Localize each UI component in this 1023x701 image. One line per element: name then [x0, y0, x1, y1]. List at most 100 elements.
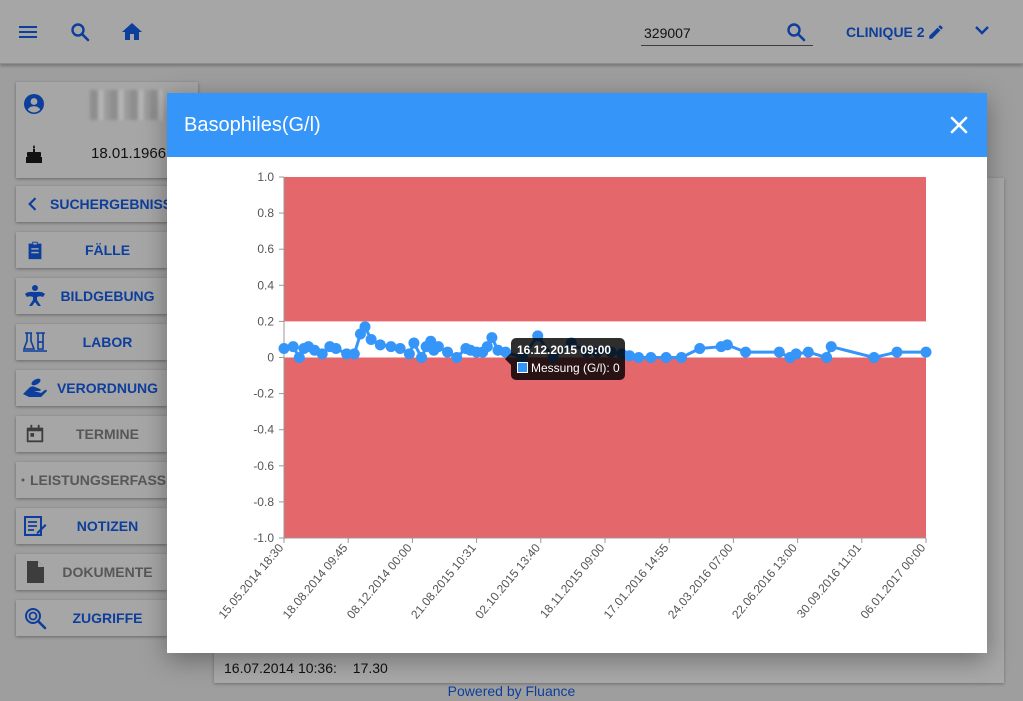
home-icon[interactable]: [120, 20, 144, 44]
x-tick-label: 17.01.2016 14:55: [601, 541, 672, 622]
dialog-header: Basophiles(G/l): [167, 93, 987, 157]
data-point: [316, 348, 328, 360]
y-tick-label: 0.4: [257, 278, 274, 292]
x-tick-label: 08.12.2014 00:00: [344, 541, 415, 622]
data-point: [825, 341, 837, 353]
nav-dokumente-button[interactable]: DOKUMENTE: [16, 554, 167, 590]
y-tick-label: -0.6: [253, 459, 274, 473]
data-point: [293, 352, 305, 363]
account-circle-icon: [22, 92, 46, 121]
data-point: [341, 348, 353, 360]
small-dot-icon: [16, 477, 30, 483]
x-tick-label: 24.03.2016 07:00: [665, 541, 736, 622]
birth-date: 18.01.1966: [91, 145, 167, 162]
data-point: [694, 342, 706, 354]
tooltip-series-swatch: [517, 362, 528, 373]
data-point: [287, 341, 299, 353]
out-of-range-band-lower: [284, 357, 926, 538]
nav-faelle-button[interactable]: FÄLLE: [16, 232, 167, 268]
chevron-down-icon[interactable]: [970, 18, 994, 42]
nav-bildgebung-button[interactable]: BILDGEBUNG: [16, 278, 167, 314]
nav-label: FÄLLE: [84, 242, 131, 258]
close-icon[interactable]: [947, 113, 971, 137]
nav-label: SUCHERGEBNISSE: [50, 196, 182, 212]
data-point: [633, 352, 645, 363]
out-of-range-band-upper: [284, 177, 926, 322]
nav-notizen-button[interactable]: NOTIZEN: [16, 508, 167, 544]
patient-search-input[interactable]: [644, 22, 774, 44]
nav-label: BILDGEBUNG: [60, 288, 155, 304]
nav-zugriffe-button[interactable]: ZUGRIFFE: [16, 600, 167, 636]
lab-result-row: 16.07.2014 10:36: 17.30: [224, 660, 388, 676]
y-tick-label: 0: [267, 351, 274, 365]
nav-label: ZUGRIFFE: [72, 610, 143, 626]
data-point: [359, 321, 371, 333]
pencil-icon[interactable]: [927, 23, 945, 41]
data-point: [278, 342, 290, 354]
result-value: 17.30: [352, 660, 388, 676]
search-icon[interactable]: [68, 20, 92, 44]
nav-label: TERMINE: [76, 426, 139, 442]
calendar-icon: [16, 423, 54, 445]
data-point: [486, 332, 498, 344]
data-point: [348, 348, 360, 360]
patient-search-field[interactable]: [641, 18, 813, 46]
notes-icon: [16, 515, 54, 537]
data-point: [920, 346, 932, 358]
x-tick-label: 15.05.2014 18:30: [216, 541, 287, 622]
clinic-label[interactable]: CLINIQUE 2: [846, 24, 925, 40]
data-point: [773, 346, 785, 358]
nav-label: NOTIZEN: [76, 518, 139, 534]
data-point: [891, 346, 903, 358]
data-point: [394, 342, 406, 354]
medication-hand-icon: [16, 377, 54, 399]
nav-labor-button[interactable]: LABOR: [16, 324, 167, 360]
access-search-icon: [16, 606, 54, 630]
data-point: [432, 341, 444, 353]
data-point: [403, 348, 415, 360]
lab-flask-icon: [16, 331, 54, 353]
search-icon[interactable]: [784, 20, 808, 44]
menu-icon[interactable]: [16, 20, 40, 44]
data-point: [330, 342, 342, 354]
data-point: [740, 346, 752, 358]
y-tick-label: 0.6: [257, 242, 274, 256]
lab-value-chart: 1.0 0.8 0.6 0.4 0.2 0 -0.2 -0.4 -0.6 -0.8 -1.015.0…: [216, 170, 932, 622]
chevron-left-icon: [16, 194, 50, 214]
data-point: [721, 339, 733, 351]
top-app-bar: CLINIQUE 2: [0, 0, 1023, 64]
patient-name-redacted: [90, 90, 166, 120]
data-point: [365, 333, 377, 345]
data-point: [374, 339, 386, 351]
data-point: [790, 348, 802, 360]
nav-label: DOKUMENTE: [62, 564, 153, 580]
clinic-selector[interactable]: CLINIQUE 2: [846, 23, 945, 41]
data-point: [821, 352, 833, 363]
tooltip-title: 16.12.2015 09:00: [517, 343, 612, 357]
data-point: [425, 335, 437, 347]
x-tick-label: 06.01.2017 00:00: [858, 541, 929, 622]
powered-by-link[interactable]: Powered by Fluance: [447, 683, 576, 699]
data-point: [416, 352, 428, 363]
document-icon: [16, 560, 54, 584]
data-point: [385, 341, 397, 353]
y-tick-label: -0.2: [253, 387, 274, 401]
data-point: [645, 352, 657, 363]
nav-termine-button[interactable]: TERMINE: [16, 416, 167, 452]
y-tick-label: -1.0: [253, 531, 274, 545]
x-tick-label: 18.11.2015 09:00: [537, 541, 607, 621]
y-tick-label: 1.0: [257, 170, 274, 184]
skeleton-icon: [16, 284, 54, 308]
tooltip-body: Messung (G/l): 0: [531, 361, 620, 375]
data-point: [660, 352, 672, 363]
x-tick-label: 18.08.2014 09:45: [280, 541, 351, 622]
y-tick-label: 0.8: [257, 206, 274, 220]
data-point: [442, 346, 454, 358]
nav-leistungserfassung-button[interactable]: LEISTUNGSERFASSUNG: [16, 462, 167, 498]
nav-label: VERORDNUNG: [56, 380, 159, 396]
data-point: [675, 352, 687, 363]
x-tick-label: 21.08.2015 10:31: [408, 541, 479, 622]
nav-verordnung-button[interactable]: VERORDNUNG: [16, 370, 167, 406]
x-tick-label: 02.10.2015 13:40: [472, 541, 543, 622]
clipboard-icon: [16, 239, 54, 261]
